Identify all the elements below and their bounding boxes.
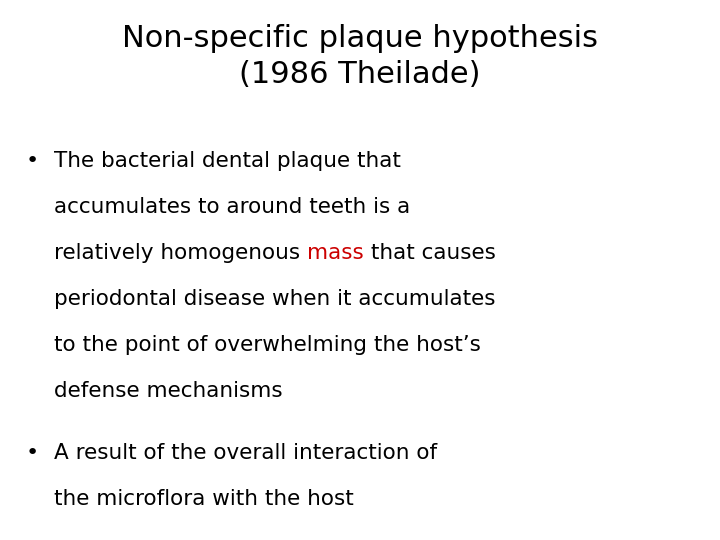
Text: The bacterial dental plaque that: The bacterial dental plaque that	[54, 151, 401, 171]
Text: accumulates to around teeth is a: accumulates to around teeth is a	[54, 197, 410, 217]
Text: that causes: that causes	[364, 243, 495, 263]
Text: defense mechanisms: defense mechanisms	[54, 381, 283, 401]
Text: the microflora with the host: the microflora with the host	[54, 489, 354, 509]
Text: •: •	[26, 443, 39, 463]
Text: to the point of overwhelming the host’s: to the point of overwhelming the host’s	[54, 335, 481, 355]
Text: •: •	[26, 151, 39, 171]
Text: relatively homogenous: relatively homogenous	[54, 243, 307, 263]
Text: Non-specific plaque hypothesis
(1986 Theilade): Non-specific plaque hypothesis (1986 The…	[122, 24, 598, 89]
Text: A result of the overall interaction of: A result of the overall interaction of	[54, 443, 437, 463]
Text: periodontal disease when it accumulates: periodontal disease when it accumulates	[54, 289, 495, 309]
Text: mass: mass	[307, 243, 364, 263]
